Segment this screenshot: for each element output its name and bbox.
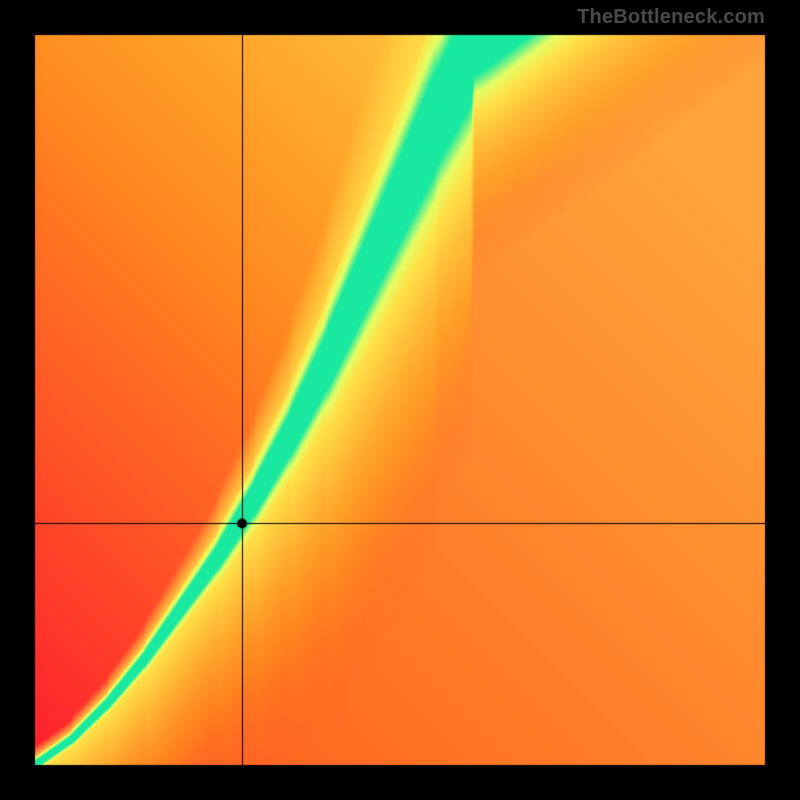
chart-container: TheBottleneck.com <box>0 0 800 800</box>
watermark-text: TheBottleneck.com <box>577 6 765 29</box>
bottleneck-heatmap <box>0 0 800 800</box>
